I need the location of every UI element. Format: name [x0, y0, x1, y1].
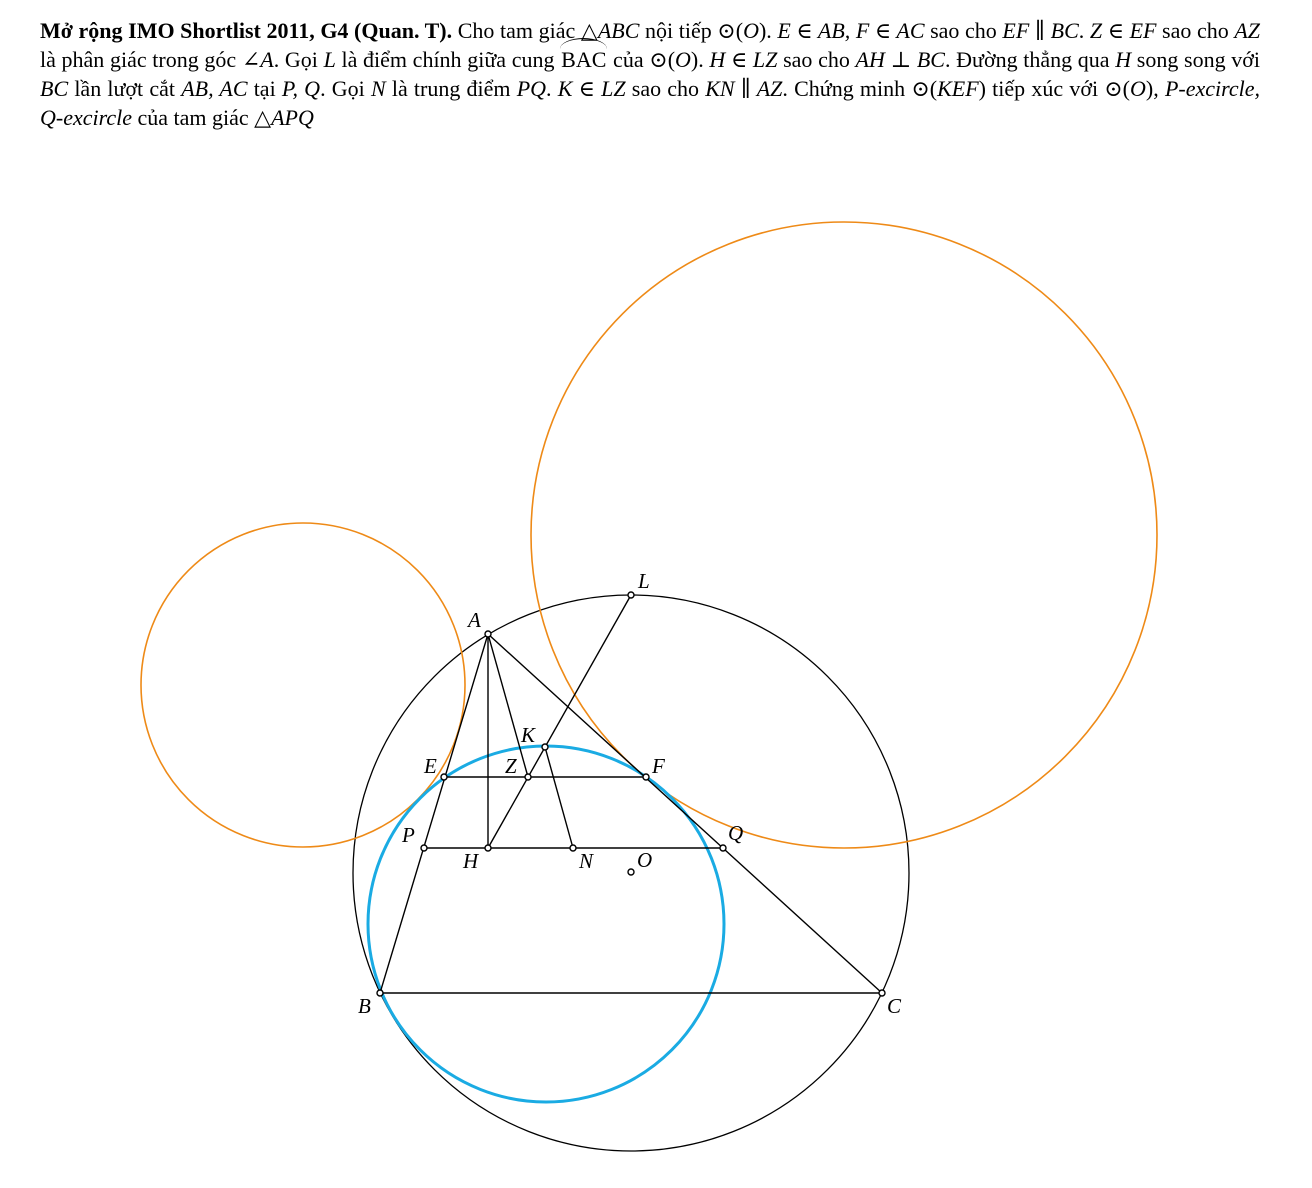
problem-text: . Gọi [273, 47, 324, 72]
label-p: P [401, 823, 415, 847]
point-q [719, 844, 727, 852]
label-a: A [466, 608, 481, 632]
segment-ac [487, 633, 883, 994]
math-text: ABC [597, 18, 640, 43]
problem-text: sao cho [777, 47, 856, 72]
problem-text: song song với [1131, 47, 1261, 72]
label-l: L [637, 569, 650, 593]
label-n: N [578, 849, 594, 873]
problem-text: sao cho [924, 18, 1003, 43]
point-n [569, 844, 577, 852]
points [376, 591, 886, 997]
circles [140, 221, 1158, 1152]
math-text: K ∈ LZ [557, 76, 626, 101]
math-text: KN ∥ AZ [705, 76, 783, 101]
math-text: A [260, 47, 274, 72]
segment-kn [544, 746, 574, 849]
problem-text: . Chứng minh ⊙( [782, 76, 938, 101]
problem-text: của ⊙( [607, 47, 676, 72]
problem-text: ) tiếp xúc với ⊙( [978, 76, 1131, 101]
math-text: EF ∥ BC [1002, 18, 1079, 43]
point-z [524, 773, 532, 781]
math-text: Z ∈ EF [1089, 18, 1157, 43]
problem-text: ). [758, 18, 778, 43]
math-text: O [1130, 76, 1146, 101]
math-text: APQ [271, 105, 314, 130]
point-b [376, 989, 384, 997]
point-labels: A B C L K E Z F P H N O Q [358, 569, 902, 1018]
math-text: AZ [1234, 18, 1261, 43]
math-text: KEF [937, 76, 979, 101]
problem-text: . [546, 76, 558, 101]
point-p [420, 844, 428, 852]
problem-text: của tam giác △ [132, 105, 272, 130]
math-text: O [675, 47, 691, 72]
math-text: P, Q [281, 76, 321, 101]
math-text: E ∈ AB, F ∈ AC [777, 18, 925, 43]
problem-text: . [1078, 18, 1090, 43]
label-b: B [358, 994, 371, 1018]
label-o: O [637, 848, 652, 872]
problem-text: lần lượt cắt [68, 76, 182, 101]
p-excircle [140, 522, 466, 848]
kef-circle [366, 744, 726, 1104]
label-f: F [651, 754, 665, 778]
problem-text: . Đường thẳng qua [944, 47, 1116, 72]
point-k [541, 743, 549, 751]
label-k: K [520, 723, 536, 747]
problem-text: là trung điểm [385, 76, 517, 101]
label-q: Q [728, 821, 743, 845]
problem-statement: Mở rộng IMO Shortlist 2011, G4 (Quan. T)… [40, 16, 1260, 132]
point-o [627, 868, 635, 876]
segment-ab [379, 633, 489, 994]
point-f [642, 773, 650, 781]
problem-text: . Gọi [320, 76, 371, 101]
problem-text: ), [1145, 76, 1165, 101]
math-text: AH ⊥ BC [855, 47, 945, 72]
problem-text: sao cho [1156, 18, 1235, 43]
arc-notation: BAC [560, 38, 608, 72]
problem-text: là phân giác trong góc ∠ [40, 47, 261, 72]
segment-az [487, 633, 529, 778]
point-e [440, 773, 448, 781]
math-text: H [1115, 47, 1132, 72]
problem-title: Mở rộng IMO Shortlist 2011, G4 (Quan. T)… [40, 18, 453, 43]
segments [379, 594, 883, 994]
problem-text: ). [690, 47, 710, 72]
label-h: H [462, 849, 480, 873]
q-excircle [530, 221, 1158, 849]
point-h [484, 844, 492, 852]
label-e: E [423, 754, 437, 778]
problem-text: là điểm chính giữa cung [335, 47, 561, 72]
math-text: N [370, 76, 386, 101]
problem-text: sao cho [625, 76, 706, 101]
problem-text: nội tiếp ⊙( [639, 18, 744, 43]
math-text: PQ [516, 76, 547, 101]
point-l [627, 591, 635, 599]
math-text: H ∈ LZ [709, 47, 778, 72]
math-text: L [323, 47, 336, 72]
point-c [878, 989, 886, 997]
math-text: O [743, 18, 759, 43]
math-text: BC [40, 76, 69, 101]
math-text: AB, AC [181, 76, 248, 101]
label-z: Z [505, 754, 517, 778]
segment-lh [487, 594, 632, 849]
problem-text: tại [247, 76, 282, 101]
point-a [484, 630, 492, 638]
math-text: P-excircle, Q-excircle [40, 76, 1260, 130]
label-c: C [887, 994, 902, 1018]
